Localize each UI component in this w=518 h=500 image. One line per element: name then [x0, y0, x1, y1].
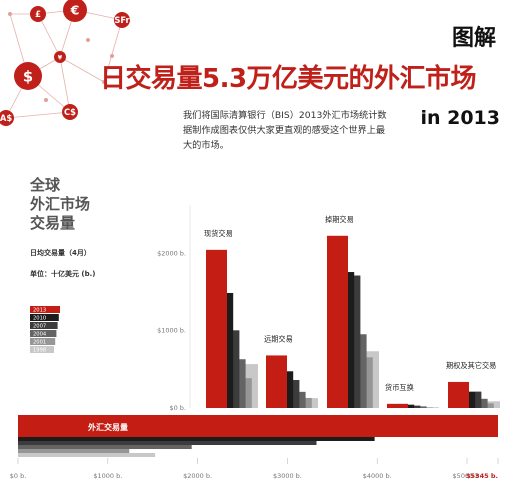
x-tick-label: $2000 b.: [183, 472, 212, 480]
network-dot: [102, 80, 106, 84]
currency-symbol: SFr: [114, 15, 130, 25]
legend-swatch: [30, 330, 57, 337]
network-link: [5, 111, 71, 119]
legend-swatch: [30, 314, 59, 321]
legend-swatch: [30, 346, 54, 353]
currency-node-icon: [114, 12, 130, 28]
currency-symbol: A$: [0, 113, 12, 123]
total-bar-2001: [18, 449, 130, 453]
category-label: 货币互换: [385, 383, 414, 392]
legend-label: 2010: [33, 315, 46, 321]
total-bar-2010: [18, 437, 375, 441]
bar-2013: [327, 235, 348, 408]
category-label: 期权及其它交易: [446, 361, 496, 370]
currency-node-icon: [62, 104, 78, 120]
y-tick-label: $1000 b.: [157, 327, 186, 335]
bar-2013: [448, 381, 469, 408]
legend-label: 1998: [33, 347, 46, 353]
legend-swatch: [30, 338, 56, 345]
x-tick-label: $4000 b.: [363, 472, 392, 480]
chart-unit: 单位：十亿美元 (b.): [30, 270, 96, 278]
category-label: 远期交易: [264, 334, 293, 343]
legend-swatch: [30, 306, 60, 313]
currency-symbol: €: [70, 3, 80, 18]
x-tick-label: $0 b.: [10, 472, 27, 480]
total-bar-1998: [18, 453, 156, 457]
network-dot: [86, 38, 90, 42]
currency-symbol: £: [35, 9, 41, 19]
x-tick-label: $3000 b.: [273, 472, 302, 480]
total-bar-2013: [18, 415, 498, 437]
category-label: 现货交易: [204, 229, 233, 238]
chart-subtitle: 日均交易量（4月）: [30, 249, 91, 257]
legend-label: 2004: [33, 331, 47, 337]
currency-symbol: C$: [64, 107, 76, 117]
currency-node-icon: [30, 6, 46, 22]
network-dot: [44, 98, 48, 102]
legend-label: 2001: [33, 339, 46, 345]
page-title: 日交易量5.3万亿美元的外汇市场: [100, 64, 477, 94]
x-tick-label: $1000 b.: [93, 472, 122, 480]
legend-swatch: [30, 322, 58, 329]
side-title-line-1: 全球: [30, 176, 61, 194]
bar-2013: [387, 403, 408, 408]
total-bar-2004: [18, 445, 192, 449]
currency-node-icon: [14, 62, 42, 90]
currency-node-icon: [0, 110, 14, 126]
bar-2013: [206, 249, 227, 408]
header: £ € SFr ¥ $ A$ C$ 图解 日交易量5.3万亿美元的外汇市场 in 2013 …: [0, 0, 518, 175]
currency-symbol: ¥: [58, 54, 63, 61]
network-dot: [110, 54, 114, 58]
header-year: in 2013: [420, 107, 500, 129]
legend-label: 2013: [33, 307, 46, 313]
network-link: [37, 13, 61, 58]
currency-symbol: $: [23, 68, 33, 85]
side-title-line-2: 外汇市场: [30, 195, 91, 213]
y-tick-label: $0 b.: [169, 404, 186, 412]
chart-side-title: 全球 外汇市场 交易量: [30, 176, 130, 233]
network-link: [59, 56, 71, 113]
network-link: [59, 56, 105, 83]
currency-node-icon: [54, 51, 66, 63]
y-tick-label: $2000 b.: [157, 249, 186, 257]
header-description: 我们将国际清算银行（BIS）2013外汇市场统计数据制作成图表仅供大家更直观的感…: [183, 110, 387, 151]
legend-label: 2007: [33, 323, 46, 329]
currency-node-icon: [63, 0, 87, 22]
x-tick-label: $5345 b.: [466, 472, 498, 480]
network-dot: [8, 12, 12, 16]
side-title-line-3: 交易量: [30, 214, 76, 232]
network-link: [103, 19, 123, 83]
header-tag: 图解: [451, 26, 496, 51]
total-bar-2007: [18, 441, 317, 445]
category-label: 掉期交易: [325, 215, 354, 224]
currency-network-graphic: £ € SFr ¥ $ A$ C$: [0, 0, 130, 126]
bar-2013: [266, 355, 287, 408]
total-bar-label: 外汇交易量: [88, 423, 128, 432]
x-tick-label: $5000 b.: [453, 472, 482, 480]
